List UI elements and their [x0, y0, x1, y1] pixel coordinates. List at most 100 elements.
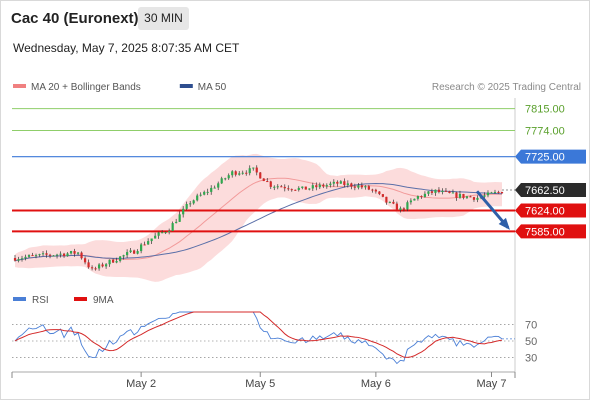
candle-body: [199, 194, 202, 196]
candle-body: [497, 191, 500, 193]
candle-body: [234, 171, 237, 175]
candle-body: [413, 198, 416, 201]
rsi-level-label-30: 30: [525, 353, 537, 365]
level-tag-support-2: [515, 224, 586, 239]
candle-body: [104, 264, 108, 267]
candle-body: [420, 196, 423, 198]
candle-body: [329, 183, 332, 186]
candle-body: [17, 259, 20, 261]
candle-body: [101, 264, 104, 267]
x-tick-label-1: May 5: [245, 378, 275, 390]
candle-body: [280, 186, 283, 188]
candle-body: [346, 183, 349, 186]
rsi-legend-swatch-0: [13, 297, 26, 301]
candle-body: [350, 183, 353, 187]
candle-body: [269, 181, 272, 187]
candle-body: [112, 259, 115, 263]
candle-body: [119, 256, 122, 261]
timestamp: Wednesday, May 7, 2025 8:07:35 AM CET: [13, 41, 240, 55]
candle-body: [241, 172, 244, 174]
candle-body: [343, 181, 346, 186]
candle-body: [472, 197, 476, 200]
level-label-resistance-2: 7815.00: [525, 104, 565, 116]
candle-body: [66, 253, 69, 257]
candle-body: [213, 187, 216, 189]
candle-body: [409, 200, 413, 203]
candle-body: [97, 264, 101, 269]
candle-body: [206, 191, 209, 193]
candle-body: [115, 260, 118, 263]
candle-body: [325, 185, 328, 187]
last-price-label: 7662.50: [525, 185, 565, 197]
level-label-support-2: 7585.00: [525, 226, 565, 238]
candle-body: [171, 223, 174, 232]
candle-body: [192, 200, 195, 204]
candle-body: [406, 202, 409, 210]
candle-body: [339, 181, 342, 184]
candle-body: [332, 181, 335, 184]
interval-badge[interactable]: 30 MIN: [138, 7, 189, 30]
candle-body: [59, 253, 62, 255]
candle-body: [140, 244, 143, 252]
candle-body: [336, 181, 339, 184]
candle-body: [31, 255, 34, 257]
candle-body: [154, 235, 157, 239]
candle-body: [227, 175, 230, 179]
candle-body: [297, 187, 300, 191]
x-tick-label-2: May 6: [361, 378, 391, 390]
candle-body: [182, 208, 185, 215]
candle-body: [287, 188, 290, 190]
candle-body: [444, 190, 448, 192]
candle-body: [189, 203, 192, 205]
candle-body: [448, 191, 451, 194]
candle-body: [161, 232, 164, 234]
ma50-line: [14, 183, 503, 262]
legend-swatch-1: [179, 84, 193, 88]
candle-body: [458, 193, 462, 198]
candle-body: [427, 191, 430, 194]
candle-body: [451, 192, 455, 194]
credit-text: Research © 2025 Trading Central: [432, 82, 581, 93]
level-label-resistance-1: 7774.00: [525, 126, 565, 138]
x-tick-label-0: May 2: [126, 378, 156, 390]
candle-body: [210, 187, 213, 192]
candle-body: [308, 188, 311, 190]
candle-body: [437, 189, 441, 193]
candle-body: [48, 254, 52, 256]
chart-header: Cac 40 (Euronext) 30 MIN: [0, 0, 590, 36]
candle-body: [385, 196, 388, 203]
candle-body: [353, 186, 356, 188]
candle-body: [203, 191, 206, 195]
x-tick-label-3: May 7: [477, 378, 507, 390]
candle-body: [129, 250, 132, 253]
candle-body: [294, 189, 297, 191]
candle-body: [41, 253, 45, 255]
candle-body: [150, 238, 153, 242]
candle-body: [465, 196, 469, 198]
candle-body: [122, 255, 125, 257]
bollinger-band: [15, 153, 502, 282]
level-tag-pivot: [515, 149, 586, 164]
level-label-pivot: 7725.00: [525, 152, 565, 164]
candle-body: [143, 244, 146, 246]
level-label-support-1: 7624.00: [525, 206, 565, 218]
candle-body: [252, 167, 255, 169]
candle-body: [62, 253, 66, 257]
candle-body: [381, 194, 384, 197]
candle-body: [76, 252, 80, 254]
candle-body: [13, 258, 17, 261]
candle-body: [357, 185, 360, 188]
candle-body: [248, 168, 251, 174]
candle-body: [73, 251, 76, 254]
forecast-arrow-head: [498, 217, 510, 230]
candle-body: [483, 195, 486, 197]
candle-body: [486, 192, 490, 196]
candle-body: [24, 256, 27, 259]
candle-body: [322, 184, 325, 187]
level-tag-support-1: [515, 203, 586, 218]
rsi-legend-label-0: RSI: [32, 295, 49, 306]
candle-body: [266, 181, 269, 183]
candle-body: [259, 172, 262, 179]
candle-body: [392, 201, 395, 204]
candle-body: [69, 251, 73, 254]
